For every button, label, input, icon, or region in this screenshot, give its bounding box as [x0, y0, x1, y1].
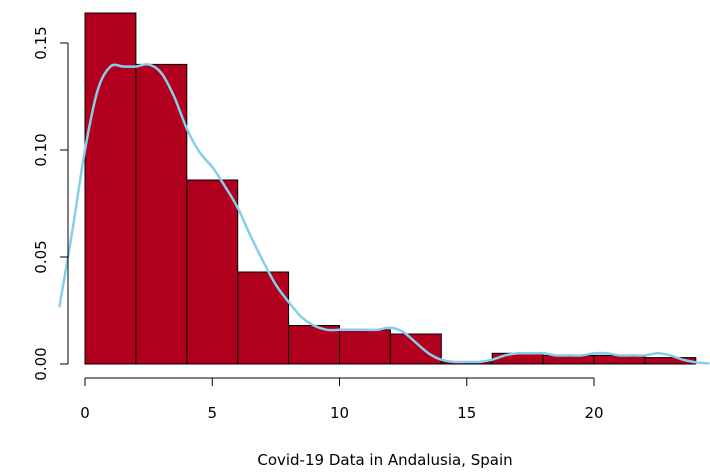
x-tick-label: 5 — [207, 404, 217, 422]
x-tick-label: 10 — [330, 404, 349, 422]
histogram-bar-1 — [135, 63, 188, 365]
histogram-bar-5 — [339, 329, 391, 365]
y-tick-label: 0.00 — [32, 347, 50, 380]
histogram-bar-11 — [644, 357, 697, 365]
y-tick-label: 0.15 — [32, 26, 50, 59]
histogram-bar-2 — [186, 179, 239, 365]
histogram-bar-6 — [389, 333, 442, 365]
x-tick-label: 0 — [80, 404, 90, 422]
histogram-bar-0 — [84, 12, 137, 365]
x-axis-title: Covid-19 Data in Andalusia, Spain — [257, 451, 512, 469]
histogram-bars — [84, 12, 697, 365]
y-tick-label: 0.10 — [32, 133, 50, 166]
histogram-bar-9 — [542, 354, 595, 365]
x-axis: 0 5 10 15 20 — [80, 377, 604, 422]
y-tick-label: 0.05 — [32, 240, 50, 273]
histogram-bar-3 — [237, 271, 290, 365]
y-axis: 0.00 0.05 0.10 0.15 — [32, 26, 69, 381]
x-tick-label: 15 — [457, 404, 476, 422]
density-curve — [58, 62, 710, 365]
x-tick-label: 20 — [584, 404, 603, 422]
histogram-bar-8 — [491, 352, 544, 365]
